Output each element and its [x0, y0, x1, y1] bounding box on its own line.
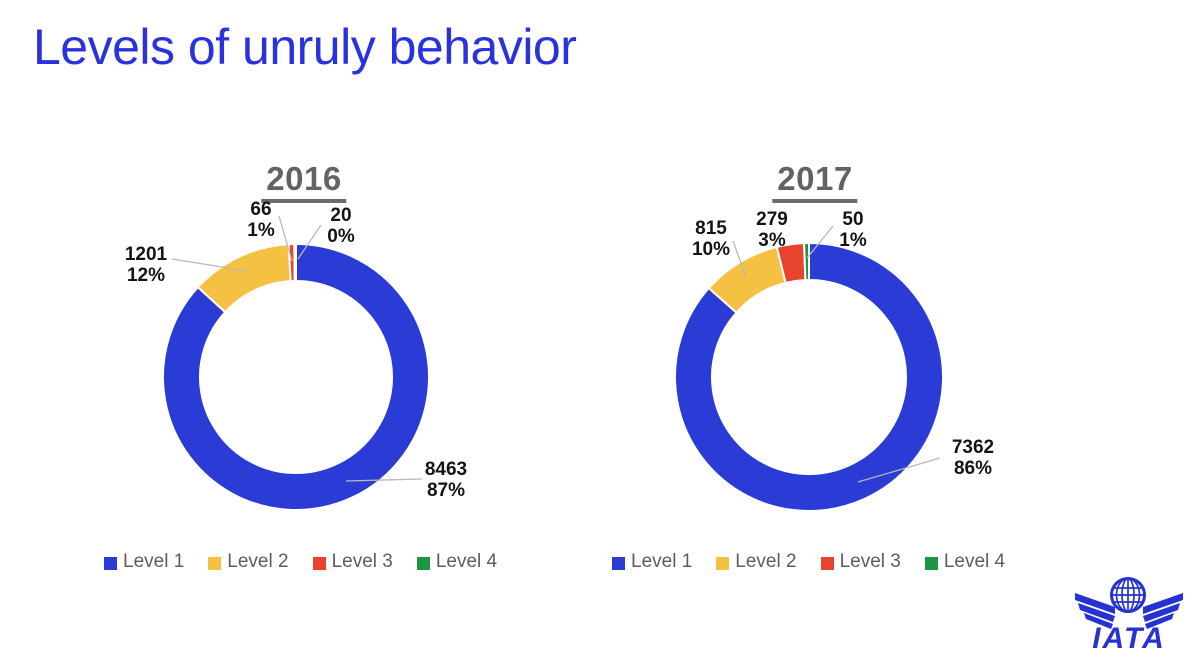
legend-item-level2: Level 2 — [716, 551, 797, 573]
leader-2016-level1 — [345, 478, 423, 482]
logo-wings-icon — [1075, 593, 1183, 629]
label-2016-level2: 1201 12% — [125, 244, 167, 286]
label-2017-level1: 7362 86% — [952, 437, 994, 479]
leader-lines — [171, 215, 941, 483]
legend-item-level1: Level 1 — [104, 551, 184, 573]
label-percent: 10% — [691, 239, 731, 260]
label-value: 66 — [250, 199, 272, 220]
legend-swatch-level2 — [208, 556, 222, 570]
label-percent: 12% — [126, 265, 166, 286]
legend-2016: Level 1 Level 2 Level 3 Level 4 — [104, 551, 497, 573]
label-value: 279 — [756, 209, 788, 230]
label-2016-level3: 66 1% — [247, 199, 274, 241]
label-value: 7362 — [951, 437, 995, 458]
legend-swatch-level2 — [716, 556, 730, 570]
legend-swatch-level4 — [416, 556, 430, 570]
legend-label: Level 3 — [839, 551, 901, 572]
label-percent: 1% — [247, 220, 275, 241]
legend-label: Level 4 — [943, 551, 1006, 572]
label-value: 8463 — [424, 459, 468, 480]
page-title: Levels of unruly behavior — [33, 19, 577, 75]
leader-2016-level4 — [297, 224, 322, 260]
legend-item-level3: Level 3 — [312, 551, 393, 573]
logo-wordmark: IATA — [1092, 622, 1166, 651]
label-2016-level4: 20 0% — [327, 205, 354, 247]
iata-logo: IATA — [1075, 577, 1183, 651]
legend-item-level3: Level 3 — [820, 551, 901, 573]
label-2017-level4: 50 1% — [839, 209, 866, 251]
label-value: 1201 — [124, 244, 168, 265]
label-value: 20 — [330, 205, 352, 226]
chart-heading-2017: 2017 — [772, 160, 858, 203]
label-2017-level2: 815 10% — [692, 218, 730, 260]
label-percent: 3% — [758, 230, 786, 251]
legend-swatch-level3 — [820, 556, 834, 570]
legend-item-level4: Level 4 — [924, 551, 1006, 573]
leader-2016-level2 — [171, 258, 248, 272]
donut-slice-level-1 — [162, 242, 430, 511]
legend-label: Level 4 — [435, 551, 498, 572]
legend-label: Level 1 — [123, 551, 185, 572]
leader-2017-level4 — [806, 225, 834, 259]
legend-swatch-level3 — [312, 556, 326, 570]
donut-slice-level-4 — [803, 241, 810, 282]
label-2017-level3: 279 3% — [756, 209, 788, 251]
legend-item-level4: Level 4 — [416, 551, 498, 573]
label-value: 815 — [695, 218, 727, 239]
label-percent: 0% — [327, 226, 355, 247]
legend-label: Level 3 — [331, 551, 393, 572]
legend-swatch-level1 — [104, 556, 117, 570]
leader-2017-level1 — [857, 457, 941, 483]
legend-label: Level 2 — [227, 551, 289, 572]
label-percent: 86% — [953, 458, 993, 479]
label-percent: 1% — [839, 230, 867, 251]
label-percent: 87% — [426, 480, 466, 501]
label-2016-level1: 8463 87% — [425, 459, 467, 501]
donut-slice-level-1 — [674, 241, 944, 512]
leader-2017-level2 — [732, 240, 747, 278]
legend-2017: Level 1 Level 2 Level 3 Level 4 — [612, 551, 1005, 573]
legend-label: Level 2 — [735, 551, 797, 572]
label-value: 50 — [842, 209, 864, 230]
legend-swatch-level4 — [924, 556, 938, 570]
legend-item-level2: Level 2 — [208, 551, 289, 573]
legend-swatch-level1 — [612, 556, 625, 570]
donut-slice-level-4 — [293, 242, 297, 283]
donut-2017 — [674, 241, 944, 512]
legend-item-level1: Level 1 — [612, 551, 692, 573]
legend-label: Level 1 — [631, 551, 693, 572]
chart-heading-2016: 2016 — [261, 160, 347, 203]
donut-2016 — [162, 242, 430, 511]
leader-2016-level3 — [278, 215, 293, 262]
